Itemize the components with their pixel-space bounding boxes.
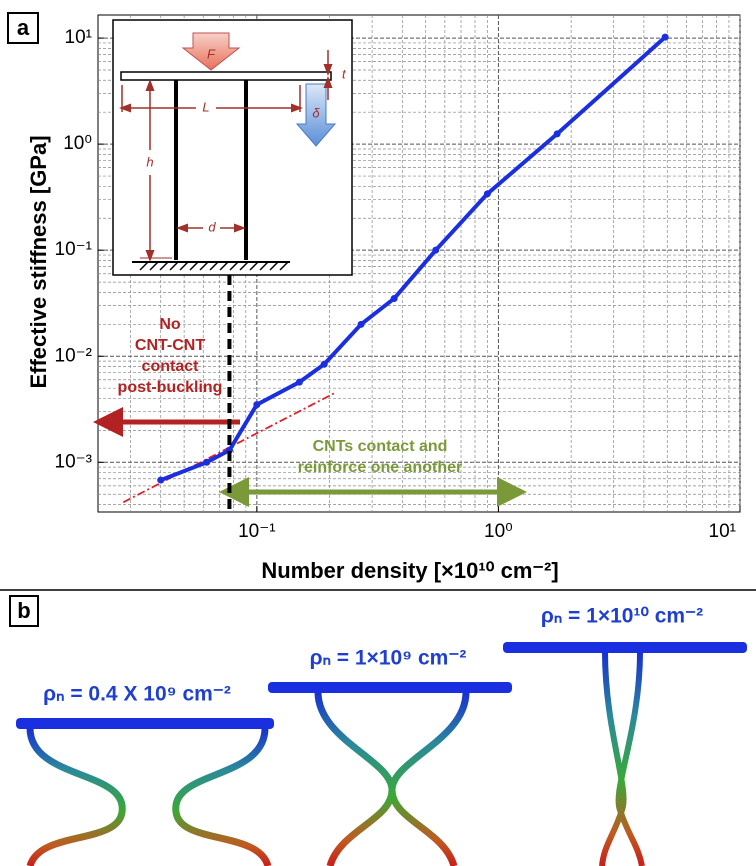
y-tick-label: 10⁻³ [55,451,93,472]
inset-label: F [207,46,216,61]
cnt-strand [599,651,627,866]
data-line [160,35,667,482]
inset-label: δ [312,105,320,120]
data-point [553,130,561,138]
y-tick-label: 10⁰ [63,133,92,154]
top-plate [268,682,512,693]
panel-label-box [9,595,39,627]
x-tick-label: 10⁰ [484,521,513,542]
data-point [253,401,261,409]
data-point [157,476,165,484]
y-tick-label: 10¹ [65,27,92,48]
cnt-strand [26,727,126,866]
y-tick-label: 10⁻¹ [55,239,93,260]
annotation: contact [142,358,200,375]
annotation: CNTs contact and [313,438,448,455]
top-plate [503,642,747,653]
density-label: ρₙ = 1×10¹⁰ cm⁻² [541,605,703,628]
pillar [244,80,248,260]
panel-label: a [17,15,30,40]
data-point [390,295,398,303]
cnt-strand [388,691,470,866]
data-point [483,190,491,198]
inset-label: d [208,219,216,234]
top-plate [16,718,274,729]
cnt-strand [172,727,272,866]
simulation-snapshot: ρₙ = 0.4 X 10⁹ cm⁻² [16,683,274,866]
data-point [320,360,328,368]
density-label: ρₙ = 0.4 X 10⁹ cm⁻² [43,683,231,706]
data-point [203,458,211,466]
pillar [174,80,178,260]
inset-box [112,19,353,276]
simulation-snapshot: ρₙ = 1×10⁹ cm⁻² [268,647,512,866]
annotation: reinforce one another [298,459,462,476]
ground-hatch [139,261,289,271]
beam [120,71,332,81]
panel-label: b [17,598,30,623]
y-tick-label: 10⁻² [55,345,93,366]
data-point [661,33,669,41]
annotation: post-buckling [118,379,223,396]
deflection-arrow [295,83,337,147]
inset-schematic: F δ t L h d [112,19,353,276]
annotation: No [159,316,181,333]
panel-label-box [7,12,39,44]
x-axis-label: Number density [×10¹⁰ cm⁻²] [261,558,558,583]
inset-label: t [342,66,347,81]
data-point [432,246,440,254]
data-point [357,320,365,328]
data-point [295,378,303,386]
simulation-snapshot: ρₙ = 1×10¹⁰ cm⁻² [503,605,747,866]
density-label: ρₙ = 1×10⁹ cm⁻² [310,647,467,670]
y-axis-label: Effective stiffness [GPa] [26,135,51,388]
x-tick-label: 10¹ [709,521,736,542]
cnt-strand [615,651,645,866]
inset-label: h [146,154,153,169]
force-arrow [181,32,241,71]
x-tick-label: 10⁻¹ [238,521,276,542]
annotation: CNT-CNT [135,337,205,354]
inset-label: L [202,99,209,114]
cnt-strand [314,691,396,866]
